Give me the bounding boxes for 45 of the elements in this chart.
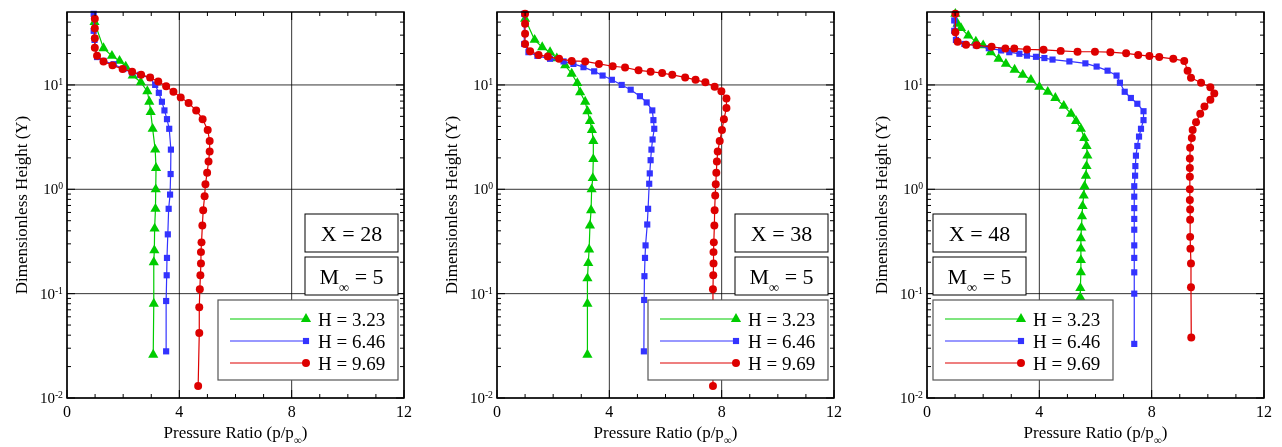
y-tick-label: 10$^{-1}$	[469, 284, 494, 302]
x-tick-label: 8	[1147, 403, 1156, 420]
x-tick-label: 8	[717, 403, 726, 420]
annotation: X = 28	[320, 221, 383, 246]
annotation: M$_{∞}$ = 5	[947, 264, 1012, 295]
x-tick-label: 4	[1035, 403, 1044, 420]
legend-label: H = 9.69	[1033, 353, 1101, 374]
legend-label: H = 3.23	[1033, 309, 1101, 330]
y-tick-label: 10$^{1}$	[473, 75, 494, 93]
y-tick-label: 10$^{1}$	[43, 75, 64, 93]
x-tick-label: 12	[826, 403, 842, 420]
x-tick-label: 0	[63, 403, 71, 420]
legend-label: H = 3.23	[318, 309, 386, 330]
x-tick-label: 0	[923, 403, 931, 420]
x-tick-label: 12	[396, 403, 412, 420]
x-tick-label: 0	[493, 403, 501, 420]
y-tick-label: 10$^{-1}$	[899, 284, 924, 302]
legend-label: H = 6.46	[1033, 331, 1101, 352]
legend-label: H = 9.69	[748, 353, 816, 374]
x-tick-label: 4	[175, 403, 184, 420]
x-tick-label: 4	[605, 403, 614, 420]
y-tick-label: 10$^{0}$	[903, 179, 924, 198]
legend-label: H = 3.23	[748, 309, 816, 330]
y-axis-title: Dimensionless Height (Y)	[872, 115, 891, 295]
y-tick-label: 10$^{0}$	[473, 179, 494, 198]
y-tick-label: 10$^{-2}$	[469, 388, 494, 406]
y-tick-label: 10$^{-1}$	[39, 284, 64, 302]
y-tick-label: 10$^{-2}$	[899, 388, 924, 406]
x-tick-label: 8	[287, 403, 296, 420]
annotation: M$_{∞}$ = 5	[319, 264, 384, 295]
x-tick-label: 12	[1256, 403, 1272, 420]
y-axis-title: Dimensionless Height (Y)	[12, 115, 31, 295]
annotation: X = 48	[948, 221, 1011, 246]
y-tick-label: 10$^{0}$	[43, 179, 64, 198]
y-axis-title: Dimensionless Height (Y)	[442, 115, 461, 295]
annotation: X = 38	[750, 221, 813, 246]
x-axis-title: Pressure Ratio (p/p$_{∞}$)	[593, 423, 738, 446]
annotation: M$_{∞}$ = 5	[749, 264, 814, 295]
y-tick-label: 10$^{1}$	[903, 75, 924, 93]
x-axis-title: Pressure Ratio (p/p$_{∞}$)	[163, 423, 308, 446]
legend-label: H = 6.46	[748, 331, 816, 352]
y-tick-label: 10$^{-2}$	[39, 388, 64, 406]
legend-label: H = 9.69	[318, 353, 386, 374]
legend-label: H = 6.46	[318, 331, 386, 352]
x-axis-title: Pressure Ratio (p/p$_{∞}$)	[1023, 423, 1168, 446]
